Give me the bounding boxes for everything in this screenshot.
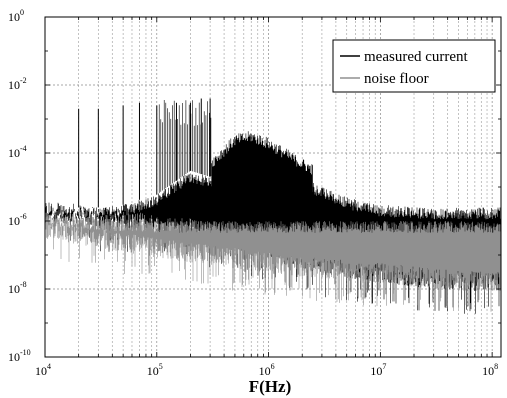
x-axis-label: F(Hz) (249, 377, 291, 396)
series-0-spikes (158, 100, 313, 223)
x-tick-label: 106 (259, 362, 275, 378)
x-tick-labels: 104 105 106 107 108 (35, 362, 498, 378)
x-tick-label: 105 (147, 362, 163, 378)
legend-label-noise-floor: noise floor (364, 71, 429, 87)
legend-label-measured-current: measured current (364, 49, 469, 65)
plot-frame (44, 16, 502, 358)
legend-box (332, 39, 496, 93)
x-tick-label: 108 (482, 362, 498, 378)
legend: measured current noise floor (332, 39, 496, 93)
x-tick-label: 107 (370, 362, 386, 378)
plot-area (44, 98, 502, 314)
